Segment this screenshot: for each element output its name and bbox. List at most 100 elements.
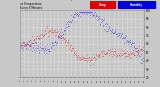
Point xyxy=(92,15,94,16)
Point xyxy=(138,55,140,57)
Point xyxy=(88,11,91,13)
Point xyxy=(48,50,51,51)
Point xyxy=(41,47,43,49)
Point xyxy=(113,54,116,55)
Point xyxy=(100,18,102,20)
Point xyxy=(136,47,138,48)
Point xyxy=(92,15,95,16)
Point xyxy=(26,43,28,44)
Point xyxy=(48,35,51,36)
Point xyxy=(47,50,49,51)
Point xyxy=(40,43,43,44)
Point xyxy=(83,58,86,59)
Point xyxy=(93,57,96,59)
Point xyxy=(131,52,134,53)
Point xyxy=(42,35,44,37)
Point xyxy=(80,11,83,13)
Point xyxy=(19,46,22,48)
Point xyxy=(40,34,43,35)
Point xyxy=(113,51,116,52)
Point xyxy=(30,41,32,42)
Point xyxy=(29,45,32,46)
Point xyxy=(62,38,65,39)
Point xyxy=(96,55,98,57)
Point xyxy=(103,53,106,54)
Point xyxy=(33,44,36,46)
Point xyxy=(52,45,55,46)
Point xyxy=(61,33,64,35)
Point xyxy=(50,46,52,47)
Point xyxy=(43,47,46,48)
Point xyxy=(68,21,70,22)
Point xyxy=(27,43,29,45)
Point xyxy=(88,12,90,13)
Point xyxy=(100,21,103,23)
Point xyxy=(138,54,140,55)
Point xyxy=(139,61,141,62)
Point xyxy=(76,13,78,15)
Point xyxy=(108,27,110,29)
Point xyxy=(92,63,94,64)
Point xyxy=(140,48,142,50)
Point xyxy=(78,15,81,16)
Point xyxy=(76,57,79,59)
Point xyxy=(47,35,49,37)
Point xyxy=(69,20,71,22)
Point xyxy=(87,57,90,58)
Point xyxy=(32,43,35,44)
Point xyxy=(78,57,80,58)
Point xyxy=(132,54,135,56)
Point xyxy=(57,35,59,37)
Point xyxy=(115,33,117,35)
Point xyxy=(95,54,97,56)
Point xyxy=(65,26,68,28)
Point xyxy=(113,30,116,32)
Point xyxy=(132,50,134,51)
Point xyxy=(28,45,31,47)
Point xyxy=(35,42,38,43)
Text: Humidity: Humidity xyxy=(130,3,143,7)
Point xyxy=(28,44,30,45)
Point xyxy=(83,12,86,14)
Point xyxy=(73,13,75,15)
Point xyxy=(141,49,144,51)
Point xyxy=(21,45,24,46)
Point xyxy=(67,23,69,25)
Point xyxy=(104,53,106,55)
Point xyxy=(138,55,141,57)
Point xyxy=(100,56,103,57)
Point xyxy=(77,57,80,58)
Point xyxy=(26,44,29,45)
Point xyxy=(91,11,93,13)
Point xyxy=(42,48,45,50)
Bar xyxy=(118,1,156,8)
Point xyxy=(35,42,37,44)
Point xyxy=(94,15,97,17)
Point xyxy=(117,34,120,35)
Point xyxy=(139,54,142,55)
Point xyxy=(140,63,143,64)
Point xyxy=(106,30,109,32)
Point xyxy=(44,30,47,31)
Point xyxy=(137,52,140,53)
Point xyxy=(116,32,119,33)
Point xyxy=(24,45,26,46)
Point xyxy=(73,13,76,15)
Point xyxy=(87,58,90,59)
Point xyxy=(82,11,85,13)
Point xyxy=(112,32,114,34)
Point xyxy=(77,54,79,56)
Point xyxy=(61,37,64,39)
Point xyxy=(132,53,134,54)
Point xyxy=(124,52,126,54)
Point xyxy=(130,53,133,55)
Point xyxy=(97,16,100,18)
Point xyxy=(129,44,132,45)
Point xyxy=(56,42,58,44)
Point xyxy=(67,41,69,42)
Point xyxy=(138,50,141,51)
Point xyxy=(137,51,140,52)
Point xyxy=(115,55,118,57)
Point xyxy=(141,48,144,50)
Point xyxy=(54,30,57,31)
